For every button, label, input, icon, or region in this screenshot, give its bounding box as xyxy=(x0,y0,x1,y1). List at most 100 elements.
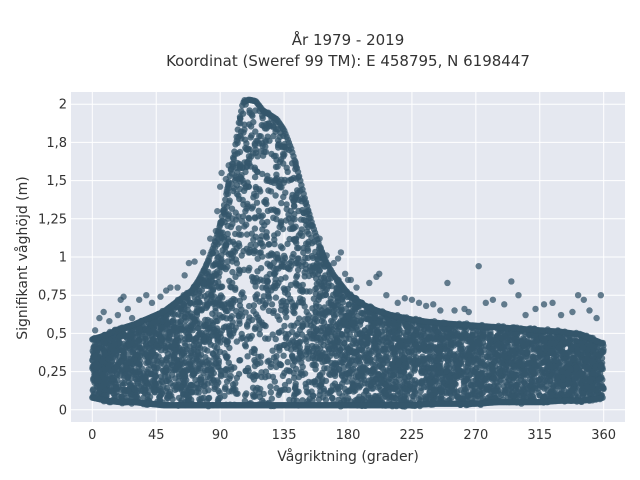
data-point xyxy=(317,324,325,331)
data-point xyxy=(289,352,296,359)
data-point xyxy=(226,277,233,285)
data-point xyxy=(338,309,345,316)
data-point xyxy=(287,341,294,348)
data-point xyxy=(435,395,442,402)
data-points-layer xyxy=(89,96,607,410)
data-point xyxy=(157,334,165,341)
data-point xyxy=(217,333,224,341)
data-point xyxy=(226,330,233,337)
data-point xyxy=(251,357,258,364)
data-point xyxy=(263,234,270,241)
data-point xyxy=(280,252,288,259)
data-point xyxy=(436,340,444,348)
data-point xyxy=(317,339,325,346)
data-point xyxy=(312,325,320,333)
data-point xyxy=(289,253,296,261)
data-point xyxy=(286,225,294,233)
data-point xyxy=(335,344,342,351)
data-point xyxy=(224,353,231,360)
data-point xyxy=(187,299,194,307)
data-point xyxy=(296,349,303,357)
data-point xyxy=(302,380,309,387)
data-point xyxy=(424,325,431,332)
data-point xyxy=(305,355,312,362)
data-point xyxy=(322,377,330,385)
data-point xyxy=(281,258,288,266)
data-point xyxy=(304,315,311,323)
data-point xyxy=(226,375,233,382)
data-point xyxy=(343,397,351,404)
data-point xyxy=(267,178,275,186)
data-point xyxy=(447,339,455,346)
data-point xyxy=(538,369,546,376)
data-point xyxy=(309,305,316,312)
data-point xyxy=(418,384,425,392)
data-point xyxy=(272,335,279,343)
data-point xyxy=(251,140,258,147)
data-point xyxy=(235,312,242,319)
data-point xyxy=(235,266,243,273)
data-point xyxy=(244,353,251,360)
data-point xyxy=(243,140,250,147)
data-point xyxy=(388,339,395,346)
data-point xyxy=(311,270,318,277)
data-point xyxy=(251,247,259,255)
data-point xyxy=(411,384,418,391)
data-point xyxy=(215,284,223,291)
data-point xyxy=(229,319,236,326)
data-point xyxy=(255,316,263,324)
data-point xyxy=(211,383,218,391)
data-point xyxy=(144,349,151,356)
data-point xyxy=(600,385,607,392)
data-point xyxy=(257,148,265,155)
data-point xyxy=(252,107,259,114)
data-point xyxy=(251,173,259,181)
data-point xyxy=(336,323,343,330)
data-point xyxy=(151,344,158,351)
data-point xyxy=(272,280,279,287)
data-point xyxy=(534,380,541,388)
data-point xyxy=(244,163,251,170)
data-point xyxy=(509,370,517,378)
data-point xyxy=(236,302,244,309)
data-point xyxy=(280,285,287,292)
data-point xyxy=(225,325,232,332)
data-point xyxy=(323,308,330,315)
data-point xyxy=(98,358,106,365)
data-point xyxy=(266,263,274,270)
data-point xyxy=(191,317,198,324)
data-point xyxy=(536,349,543,356)
data-point xyxy=(330,312,338,319)
data-point xyxy=(256,132,263,140)
data-point xyxy=(508,360,515,367)
data-point xyxy=(493,379,500,387)
data-point xyxy=(543,355,551,362)
data-point xyxy=(273,251,281,258)
data-point xyxy=(220,313,227,321)
data-point xyxy=(218,301,226,308)
data-point xyxy=(559,349,566,357)
data-point xyxy=(264,278,271,285)
data-point xyxy=(158,373,165,380)
data-point xyxy=(419,365,426,372)
data-point xyxy=(193,334,200,342)
data-point xyxy=(386,387,393,394)
data-point xyxy=(303,338,310,345)
data-point xyxy=(251,362,259,370)
data-point xyxy=(329,318,337,326)
data-point xyxy=(519,370,527,377)
data-point xyxy=(301,273,308,280)
data-point xyxy=(141,390,149,397)
data-point xyxy=(239,289,246,296)
data-point xyxy=(244,321,251,328)
data-point xyxy=(249,203,257,210)
data-point xyxy=(485,370,493,377)
data-point xyxy=(236,185,244,193)
data-point xyxy=(396,382,403,389)
data-point xyxy=(497,334,504,341)
data-point xyxy=(531,361,538,368)
data-point xyxy=(147,339,155,346)
data-point xyxy=(295,244,302,252)
data-point xyxy=(240,180,248,187)
data-point xyxy=(281,322,288,330)
